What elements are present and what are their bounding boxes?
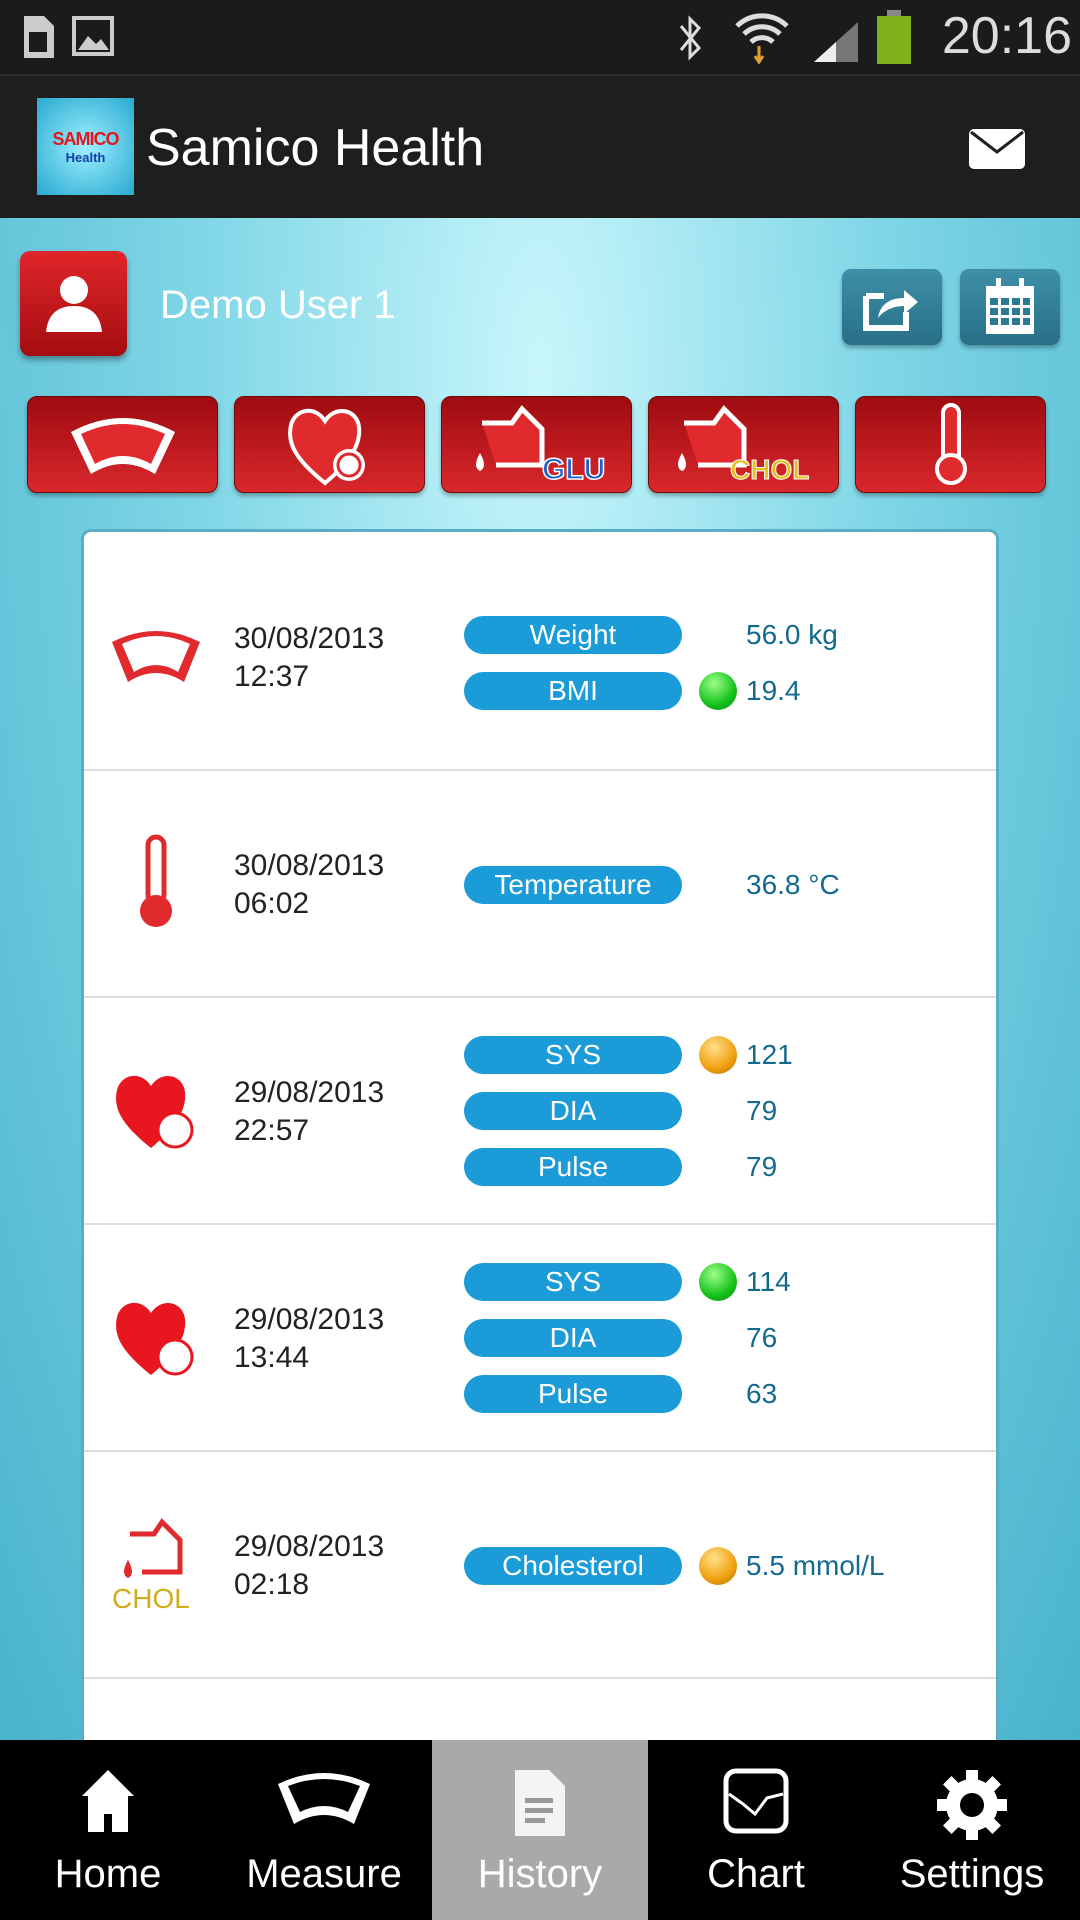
entry-time: 06:02	[234, 887, 310, 920]
measure-label: Pulse	[464, 1375, 682, 1413]
category-weight-button[interactable]	[27, 396, 218, 493]
status-bar: 20:16	[0, 0, 1080, 76]
chart-icon	[723, 1768, 789, 1834]
history-item[interactable]: 30/08/2013 06:02 Temperature 36.8 °C	[84, 771, 996, 998]
measure-label: Temperature	[464, 866, 682, 904]
tab-measure[interactable]: Measure	[216, 1740, 432, 1920]
entry-date: 29/08/2013	[234, 1530, 385, 1563]
share-button[interactable]	[842, 269, 942, 345]
history-item[interactable]: 30/08/2013 12:37 Weight 56.0 kg BMI 19.4	[84, 544, 996, 771]
status-indicator-orange	[699, 1547, 737, 1585]
measure-value: 79	[746, 1151, 778, 1182]
measure-label: SYS	[464, 1263, 682, 1301]
status-indicator-orange	[699, 1036, 737, 1074]
calendar-icon	[986, 278, 1034, 334]
entry-time: 12:37	[234, 660, 310, 693]
user-icon	[45, 275, 102, 332]
mail-icon[interactable]	[968, 128, 1026, 170]
history-item[interactable]: CHOL 29/08/2013 02:18 Cholesterol 5.5 mmo…	[84, 1452, 996, 1679]
signal-icon	[814, 22, 858, 62]
thermometer-icon	[934, 402, 967, 485]
category-cholesterol-button[interactable]: CHOL	[648, 396, 839, 493]
measure-value: 56.0 kg	[746, 619, 838, 650]
user-avatar-button[interactable]	[20, 251, 127, 356]
tab-label: History	[477, 1852, 603, 1896]
category-blood-pressure-button[interactable]	[234, 396, 425, 493]
entry-time: 22:57	[234, 1114, 310, 1147]
measure-label: Cholesterol	[464, 1547, 682, 1585]
user-name: Demo User 1	[160, 283, 396, 327]
entry-date: 30/08/2013	[234, 849, 385, 882]
measure-value: 5.5 mmol/L	[746, 1550, 885, 1581]
entry-date: 30/08/2013	[234, 622, 385, 655]
measure-label: DIA	[464, 1319, 682, 1357]
measure-value: 76	[746, 1322, 778, 1353]
measure-label: Pulse	[464, 1148, 682, 1186]
heart-gauge-icon	[287, 408, 365, 486]
measure-value: 36.8 °C	[746, 869, 840, 900]
measure-label: Weight	[464, 616, 682, 654]
measure-label: SYS	[464, 1036, 682, 1074]
category-glucose-button[interactable]: GLU	[441, 396, 632, 493]
measure-value: 79	[746, 1095, 778, 1126]
app-title: Samico Health	[146, 119, 485, 177]
measure-value: 63	[746, 1378, 778, 1409]
measure-value: 114	[746, 1266, 791, 1297]
history-list[interactable]: 30/08/2013 12:37 Weight 56.0 kg BMI 19.4 …	[81, 529, 999, 1829]
wifi-icon	[735, 13, 789, 64]
tab-chart[interactable]: Chart	[648, 1740, 864, 1920]
history-item[interactable]: 29/08/2013 22:57 SYS 121 DIA 79 Pulse 79	[84, 998, 996, 1225]
measure-label: BMI	[464, 672, 682, 710]
status-indicator-green	[699, 672, 737, 710]
clock: 20:16	[941, 7, 1072, 65]
scale-icon	[278, 1773, 370, 1824]
entry-date: 29/08/2013	[234, 1303, 385, 1336]
home-icon	[82, 1770, 134, 1832]
finger-cholesterol-icon: CHOL	[106, 1514, 206, 1614]
gear-icon	[937, 1770, 1007, 1840]
history-screen: Demo User 1 GLU CHOL 30/08/2013 12:37 Wei…	[0, 218, 1080, 1829]
measure-label: DIA	[464, 1092, 682, 1130]
tab-label: Measure	[246, 1852, 402, 1896]
bottom-navigation: Home Measure History Chart Settings	[0, 1740, 1080, 1920]
tab-settings[interactable]: Settings	[864, 1740, 1080, 1920]
share-icon	[863, 290, 918, 331]
heart-gauge-icon	[106, 1287, 206, 1387]
entry-time: 02:18	[234, 1568, 310, 1601]
entry-date: 29/08/2013	[234, 1076, 385, 1109]
app-logo: SAMICO Health	[37, 98, 134, 195]
category-temperature-button[interactable]	[855, 396, 1046, 493]
measure-value: 121	[746, 1039, 793, 1070]
svg-text:CHOL: CHOL	[730, 454, 809, 485]
finger-glucose-icon: GLU	[475, 404, 606, 486]
battery-icon	[877, 10, 911, 64]
scale-icon	[70, 417, 175, 474]
app-bar: SAMICO Health Samico Health	[0, 76, 1080, 218]
measure-value: 19.4	[746, 675, 801, 706]
tab-label: Home	[54, 1852, 162, 1896]
heart-gauge-icon	[106, 1060, 206, 1160]
finger-cholesterol-icon: CHOL	[677, 404, 809, 485]
gallery-icon	[72, 16, 114, 56]
history-item[interactable]: 29/08/2013 13:44 SYS 114 DIA 76 Pulse 63	[84, 1225, 996, 1452]
scale-icon	[106, 606, 206, 706]
svg-text:CHOL: CHOL	[112, 1583, 190, 1614]
tab-label: Settings	[899, 1852, 1045, 1896]
calendar-button[interactable]	[960, 269, 1060, 345]
status-indicator-green	[699, 1263, 737, 1301]
tab-home[interactable]: Home	[0, 1740, 216, 1920]
document-icon	[515, 1770, 565, 1836]
sim-icon	[24, 16, 54, 58]
tab-label: Chart	[707, 1852, 805, 1896]
bluetooth-icon	[679, 15, 702, 61]
entry-time: 13:44	[234, 1341, 310, 1374]
svg-text:GLU: GLU	[542, 453, 605, 486]
tab-history[interactable]: History	[432, 1740, 648, 1920]
thermometer-icon	[106, 833, 206, 933]
